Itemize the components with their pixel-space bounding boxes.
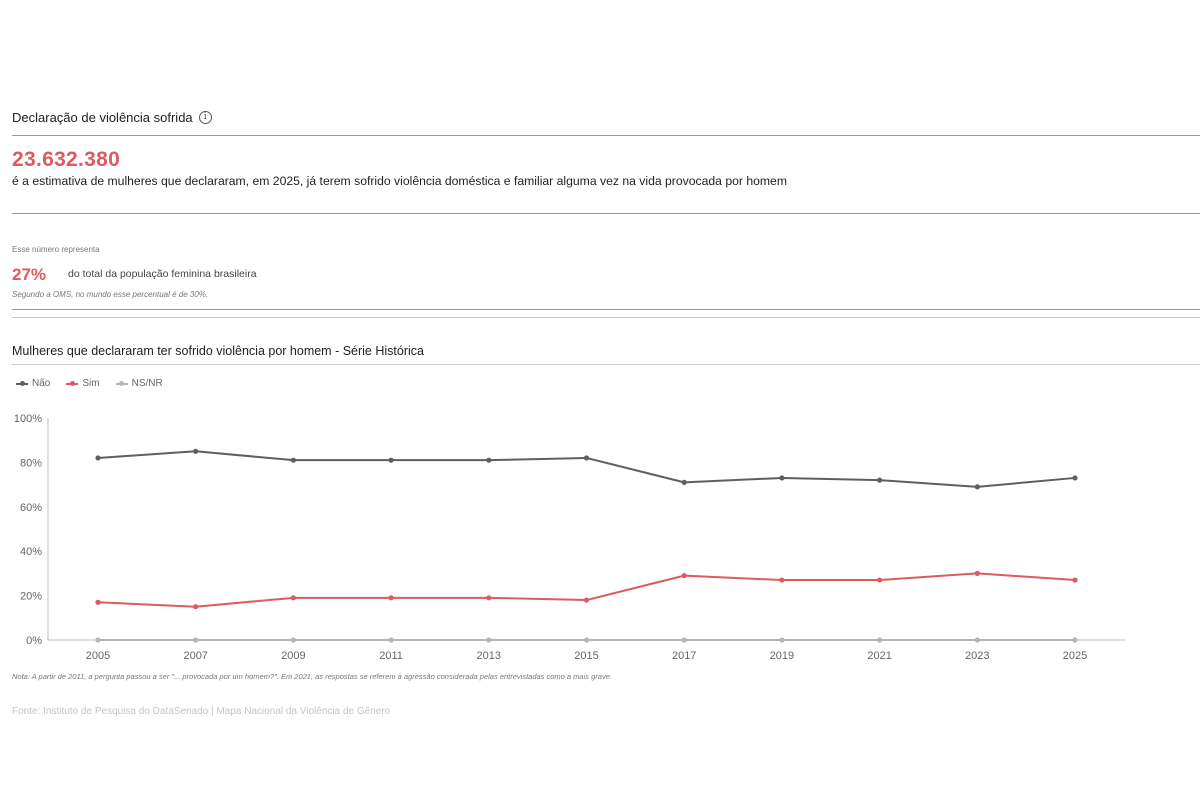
- divider: [12, 135, 1200, 136]
- data-point-sim: [974, 570, 980, 576]
- estimate-description: é a estimativa de mulheres que declarara…: [12, 174, 787, 188]
- legend-item-nsnr[interactable]: NS/NR: [115, 378, 163, 389]
- share-percent: 27%: [12, 265, 47, 284]
- data-point-no: [779, 475, 785, 481]
- data-point-sim: [486, 595, 492, 601]
- divider: [12, 364, 1200, 365]
- legend-swatch-nsnr: [115, 380, 128, 388]
- data-point-no: [877, 477, 883, 483]
- data-point-nsnr: [974, 637, 980, 643]
- data-point-sim: [95, 599, 101, 605]
- x-tick-label: 2021: [867, 650, 891, 662]
- data-point-nsnr: [290, 637, 296, 643]
- data-point-no: [681, 479, 687, 485]
- legend-label-nao: Não: [32, 378, 51, 389]
- x-tick-label: 2005: [86, 650, 110, 662]
- data-point-nsnr: [877, 637, 883, 643]
- info-circle-icon[interactable]: i: [198, 111, 212, 124]
- data-point-no: [974, 484, 980, 490]
- x-tick-label: 2025: [1063, 650, 1087, 662]
- data-point-no: [583, 455, 590, 461]
- data-point-sim: [877, 577, 883, 583]
- share-description: do total da população feminina brasileir…: [68, 268, 257, 280]
- x-tick-label: 2013: [477, 650, 501, 662]
- estimate-number: 23.632.380: [12, 148, 121, 171]
- divider: [12, 309, 1200, 310]
- data-point-sim: [681, 573, 687, 579]
- x-tick-label: 2023: [965, 650, 989, 662]
- data-point-no: [193, 448, 199, 454]
- oms-note: Segundo a OMS, no mundo esse percentual …: [12, 290, 209, 299]
- y-tick-label: 0%: [26, 635, 42, 647]
- x-tick-label: 2019: [770, 650, 794, 662]
- data-point-no: [486, 457, 492, 463]
- chart-footnote: Nota: A partir de 2011, a pergunta passo…: [12, 672, 612, 681]
- data-point-nsnr: [193, 637, 199, 643]
- legend-label-sim: Sim: [82, 378, 100, 389]
- y-tick-label: 20%: [20, 591, 42, 603]
- chart-legend: Não Sim NS/NR: [16, 378, 163, 389]
- data-point-no: [1072, 475, 1078, 481]
- legend-swatch-sim: [66, 380, 79, 388]
- x-tick-label: 2017: [672, 650, 696, 662]
- data-point-no: [290, 457, 296, 463]
- data-point-nsnr: [779, 637, 785, 643]
- legend-item-nao[interactable]: Não: [16, 378, 50, 389]
- data-point-sim: [388, 595, 394, 601]
- chart-title: Mulheres que declararam ter sofrido viol…: [12, 344, 424, 358]
- y-tick-label: 80%: [20, 457, 42, 469]
- x-tick-label: 2009: [281, 650, 305, 662]
- y-tick-label: 40%: [20, 546, 42, 558]
- data-point-sim: [290, 595, 296, 601]
- data-point-sim: [779, 577, 785, 583]
- data-point-sim: [1072, 577, 1078, 583]
- section-title-text: Declaração de violência sofrida: [12, 110, 193, 125]
- data-point-nsnr: [583, 637, 590, 643]
- data-point-sim: [583, 597, 590, 603]
- data-point-no: [95, 455, 101, 461]
- source-credit: Fonte: Instituto de Pesquisa do DataSena…: [12, 706, 391, 717]
- section-title: Declaração de violência sofrida i: [12, 110, 212, 125]
- x-tick-label: 2015: [574, 650, 598, 662]
- share-label: Esse número representa: [12, 245, 100, 254]
- legend-label-nsnr: NS/NR: [131, 378, 163, 389]
- divider: [12, 317, 1200, 318]
- data-point-nsnr: [388, 637, 394, 643]
- line-chart: 0% 20% 40% 60% 80% 100% 2005 2007 2009 2011 2013 20…: [14, 413, 1125, 662]
- y-tick-label: 60%: [20, 502, 42, 514]
- data-point-nsnr: [95, 637, 101, 643]
- x-tick-label: 2007: [183, 650, 207, 662]
- legend-item-sim[interactable]: Sim: [66, 378, 100, 389]
- divider: [12, 213, 1200, 214]
- legend-swatch-nao: [16, 380, 28, 388]
- x-tick-label: 2011: [379, 650, 403, 662]
- data-point-nsnr: [681, 637, 687, 643]
- data-point-nsnr: [486, 637, 492, 643]
- data-point-sim: [193, 604, 199, 610]
- data-point-nsnr: [1072, 637, 1078, 643]
- data-point-no: [388, 457, 394, 463]
- y-tick-label: 100%: [14, 413, 42, 425]
